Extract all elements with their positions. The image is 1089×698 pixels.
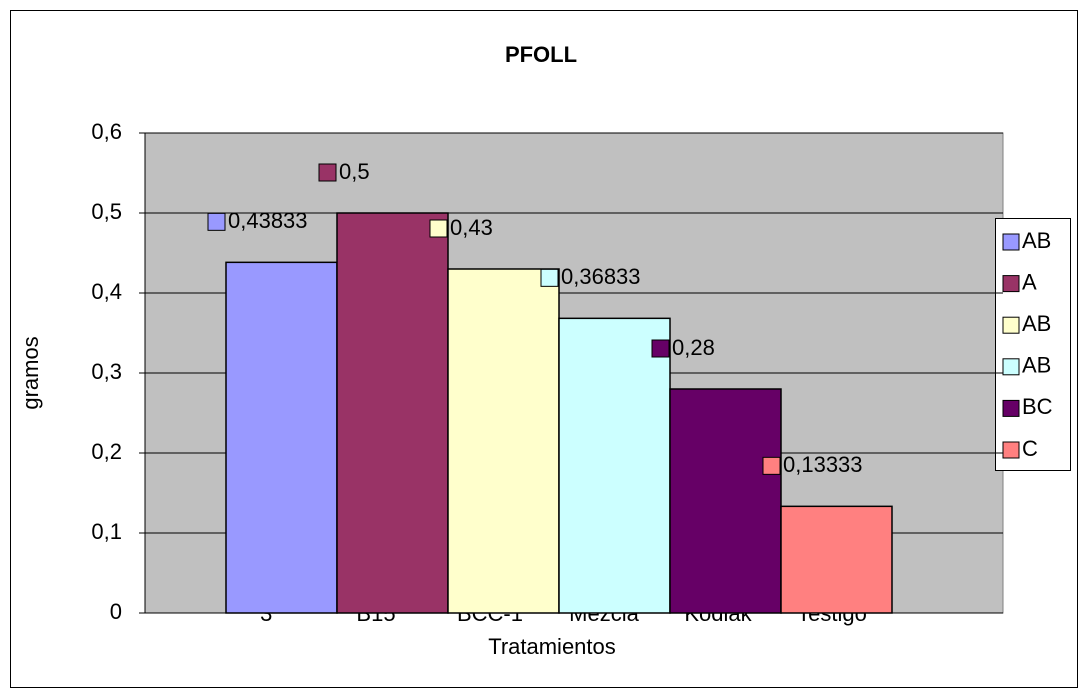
legend-label: C	[1022, 436, 1038, 461]
legend-key	[1002, 233, 1020, 251]
legend-label: BC	[1022, 394, 1053, 419]
data-label: 0,5	[339, 159, 370, 184]
legend-label: AB	[1022, 228, 1051, 253]
data-label-key	[429, 219, 448, 238]
legend-label: A	[1022, 269, 1037, 294]
legend-key	[1002, 358, 1020, 376]
y-tick-label: 0,4	[91, 279, 122, 304]
y-tick-label: 0,2	[91, 439, 122, 464]
bar	[780, 505, 893, 614]
legend-key	[1002, 399, 1020, 417]
bar	[447, 268, 560, 614]
legend-key	[1002, 316, 1020, 334]
data-label-key	[540, 268, 559, 287]
bar	[558, 317, 671, 614]
legend-key	[1002, 275, 1020, 293]
legend-key	[1002, 441, 1020, 459]
bar	[336, 212, 449, 614]
data-label: 0,43	[450, 215, 493, 240]
data-label: 0,13333	[783, 452, 863, 477]
data-label: 0,43833	[228, 208, 308, 233]
chart-title: PFOLL	[505, 42, 577, 67]
data-label: 0,28	[672, 335, 715, 360]
legend-label: AB	[1022, 353, 1051, 378]
bar	[225, 261, 338, 614]
y-tick-label: 0	[110, 599, 122, 624]
bar	[669, 388, 782, 614]
legend	[995, 218, 1071, 471]
x-axis-label: Tratamientos	[488, 634, 616, 659]
data-label-key	[318, 163, 337, 182]
y-tick-label: 0,5	[91, 199, 122, 224]
y-axis-label: gramos	[18, 336, 43, 409]
data-label-key	[651, 339, 670, 358]
data-label-key	[207, 212, 226, 231]
data-label: 0,36833	[561, 264, 641, 289]
y-tick-label: 0,6	[91, 119, 122, 144]
y-tick-label: 0,3	[91, 359, 122, 384]
data-label-key	[762, 456, 781, 475]
legend-label: AB	[1022, 311, 1051, 336]
y-tick-label: 0,1	[91, 519, 122, 544]
